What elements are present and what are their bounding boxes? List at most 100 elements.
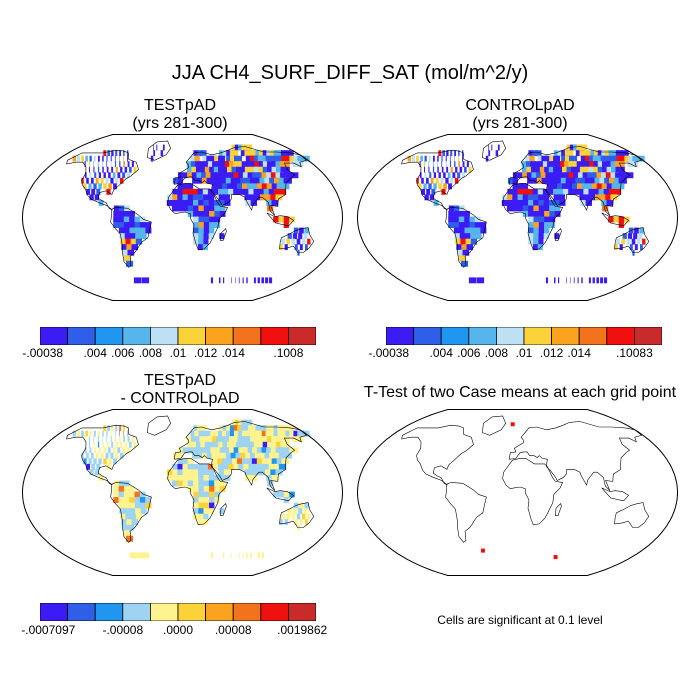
grid-cell — [571, 166, 579, 173]
grid-cell — [113, 486, 119, 492]
grid-cell — [203, 205, 210, 212]
grid-cell — [299, 519, 303, 526]
grid-cell — [270, 172, 280, 179]
grid-cell — [196, 452, 203, 459]
grid-cell — [177, 475, 183, 481]
grid-cell — [76, 430, 80, 437]
grid-cell — [236, 441, 244, 448]
grid-cell — [600, 194, 607, 201]
grid-cell — [127, 155, 128, 162]
grid-cell — [273, 188, 281, 195]
grid-cell — [203, 222, 210, 228]
grid-cell — [642, 238, 646, 245]
grid-cell — [218, 155, 226, 162]
grid-cell — [177, 205, 183, 212]
grid-cell — [95, 177, 99, 184]
grid-cell — [214, 497, 220, 503]
grid-cell — [538, 205, 545, 212]
grid-cell — [419, 172, 422, 179]
grid-cell — [249, 469, 257, 476]
grid-cell — [124, 502, 131, 509]
grid-cell — [449, 155, 451, 162]
grid-cell — [212, 183, 219, 190]
grid-cell — [233, 188, 240, 195]
coastline-eurasia — [173, 421, 308, 491]
grid-cell — [501, 200, 508, 206]
grid-cell — [453, 222, 460, 228]
grid-cell — [258, 188, 266, 195]
colorbar-control-box — [606, 327, 635, 345]
grid-cell — [424, 155, 427, 162]
grid-cell — [129, 486, 135, 492]
grid-cell — [437, 161, 438, 168]
grid-cell — [231, 277, 232, 284]
grid-cell — [218, 441, 225, 448]
grid-cell — [416, 177, 419, 184]
grid-cell — [106, 463, 111, 470]
grid-cell — [448, 222, 455, 228]
grid-cell — [214, 216, 221, 223]
grid-cell — [527, 194, 534, 201]
grid-cell — [428, 183, 432, 190]
grid-cell — [266, 172, 275, 179]
grid-cell — [464, 222, 471, 228]
grid-cell — [123, 222, 130, 228]
coastline-eurasia — [508, 421, 643, 491]
grid-cell — [119, 177, 124, 184]
grid-cell — [424, 161, 425, 168]
grid-cell — [533, 200, 539, 206]
grid-cell — [192, 463, 199, 470]
grid-cell — [198, 513, 204, 520]
grid-cell — [613, 188, 622, 195]
grid-cell — [266, 458, 275, 465]
grid-cell — [202, 430, 209, 437]
grid-cell — [205, 172, 212, 179]
grid-cell — [458, 150, 460, 157]
grid-cell — [118, 491, 125, 498]
grid-cell — [91, 463, 96, 470]
grid-cell — [407, 155, 411, 162]
grid-cell — [579, 150, 590, 157]
grid-cell — [102, 430, 104, 437]
grid-cell — [177, 177, 183, 184]
grid-cell — [118, 227, 126, 234]
grid-cell — [208, 200, 215, 206]
grid-cell — [191, 441, 197, 448]
grid-cell — [307, 238, 311, 245]
grid-cell — [209, 441, 216, 448]
grid-cell — [214, 486, 221, 492]
grid-cell — [533, 233, 539, 240]
grid-cell — [279, 244, 283, 251]
grid-cell — [266, 475, 273, 481]
grid-cell — [453, 227, 461, 234]
coastline-north-america — [401, 424, 474, 486]
grid-cell — [249, 166, 258, 173]
colorbar-diff-box — [232, 603, 262, 621]
grid-cell — [193, 425, 199, 432]
colorbar-control-box — [468, 327, 497, 345]
grid-cell — [113, 458, 117, 465]
grid-cell — [111, 150, 114, 157]
grid-cell — [538, 233, 544, 240]
grid-cell — [621, 238, 626, 245]
grid-cell — [208, 194, 215, 201]
grid-cell — [522, 172, 528, 179]
grid-cell — [589, 194, 597, 201]
grid-cell — [227, 166, 234, 173]
grid-cell — [291, 238, 296, 245]
grid-cell — [130, 513, 137, 520]
grid-cell — [81, 430, 84, 437]
grid-cell — [271, 458, 280, 465]
grid-cell — [187, 200, 194, 206]
grid-cell — [252, 447, 260, 454]
grid-cell — [118, 222, 125, 228]
grid-cell — [512, 183, 518, 190]
grid-cell — [210, 155, 217, 162]
grid-cell — [268, 463, 276, 470]
significant-cell — [480, 548, 485, 553]
grid-cell — [429, 172, 432, 179]
grid-cell — [113, 491, 119, 498]
grid-cell — [541, 177, 548, 184]
grid-cell — [495, 150, 499, 157]
colorbar-diff-tick-label: .0000 — [162, 623, 194, 637]
